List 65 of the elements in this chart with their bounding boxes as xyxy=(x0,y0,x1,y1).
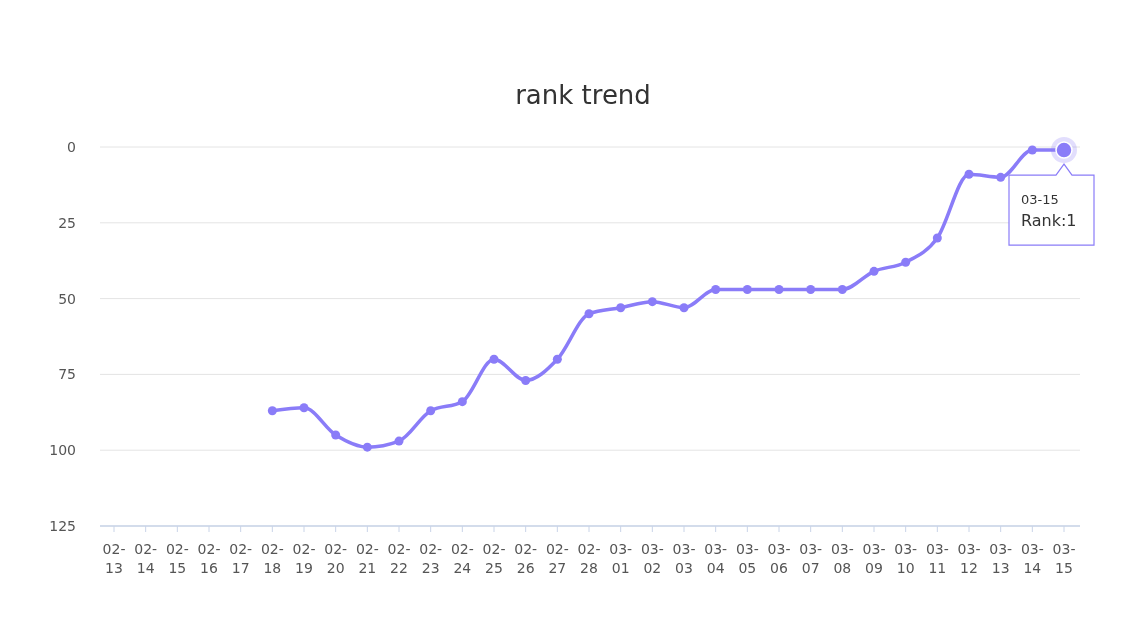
x-tick-label: 03-08 xyxy=(830,541,854,576)
x-tick-label: 03-04 xyxy=(704,541,728,576)
tooltip: 03-15 Rank:1 xyxy=(1008,163,1095,246)
x-tick-label: 02-27 xyxy=(545,541,569,576)
x-tick-label: 02-13 xyxy=(102,541,126,576)
point xyxy=(362,442,372,452)
point xyxy=(299,403,309,413)
y-tick-label: 25 xyxy=(58,214,76,231)
point xyxy=(1027,145,1037,155)
point xyxy=(679,303,689,313)
x-tick-label: 02-17 xyxy=(229,541,253,576)
x-tick-label: 03-03 xyxy=(672,541,696,576)
point xyxy=(616,303,626,313)
x-tick-label: 03-10 xyxy=(894,541,918,576)
x-tick-label: 02-26 xyxy=(514,541,538,576)
x-tick-label: 03-11 xyxy=(925,541,949,576)
point xyxy=(489,354,499,364)
point xyxy=(331,430,341,440)
point xyxy=(932,233,942,243)
y-tick-label: 125 xyxy=(49,518,76,534)
x-tick-label: 03-06 xyxy=(767,541,791,576)
x-tick-label: 02-22 xyxy=(387,541,411,576)
chart-title: rank trend xyxy=(515,80,651,110)
x-tick-label: 03-14 xyxy=(1020,541,1044,576)
x-tick-label: 02-24 xyxy=(450,541,474,576)
x-tick-label: 02-18 xyxy=(260,541,284,576)
x-tick-label: 02-21 xyxy=(355,541,379,576)
x-tick-label: 03-12 xyxy=(957,541,981,576)
x-tick-label: 02-20 xyxy=(324,541,348,576)
point xyxy=(457,397,467,407)
x-tick-label: 03-05 xyxy=(735,541,759,576)
point xyxy=(584,309,594,319)
point xyxy=(267,406,277,416)
x-tick-label: 03-15 xyxy=(1052,541,1076,576)
point xyxy=(774,285,784,294)
x-tick-label: 03-13 xyxy=(989,541,1013,576)
x-tick-label: 02-15 xyxy=(165,541,189,576)
point xyxy=(869,266,879,276)
point xyxy=(521,375,531,385)
x-tick-label: 03-09 xyxy=(862,541,886,576)
x-tick-label: 02-19 xyxy=(292,541,316,576)
x-tick-label: 02-16 xyxy=(197,541,221,576)
point xyxy=(711,285,721,294)
x-tick-label: 02-25 xyxy=(482,541,506,576)
point xyxy=(647,297,657,307)
x-tick-label: 02-28 xyxy=(577,541,601,576)
point xyxy=(996,172,1006,182)
point xyxy=(964,169,974,179)
y-tick-label: 75 xyxy=(58,366,76,383)
point xyxy=(552,354,562,364)
point xyxy=(837,285,847,294)
annotation: 03-15 Rank:1 xyxy=(1021,192,1077,231)
x-tick-label: 03-02 xyxy=(640,541,664,576)
x-tick-label: 02-14 xyxy=(134,541,158,576)
y-tick-label: 50 xyxy=(58,290,76,307)
y-tick-label: 0 xyxy=(67,139,76,155)
point xyxy=(394,436,404,446)
point xyxy=(426,406,436,416)
point xyxy=(742,285,752,294)
point xyxy=(901,257,911,267)
y-tick-label: 100 xyxy=(49,442,76,459)
point xyxy=(806,285,816,294)
x-tick-label: 03-07 xyxy=(799,541,823,576)
x-tick-label: 03-01 xyxy=(609,541,633,576)
x-tick-label: 02-23 xyxy=(419,541,443,576)
